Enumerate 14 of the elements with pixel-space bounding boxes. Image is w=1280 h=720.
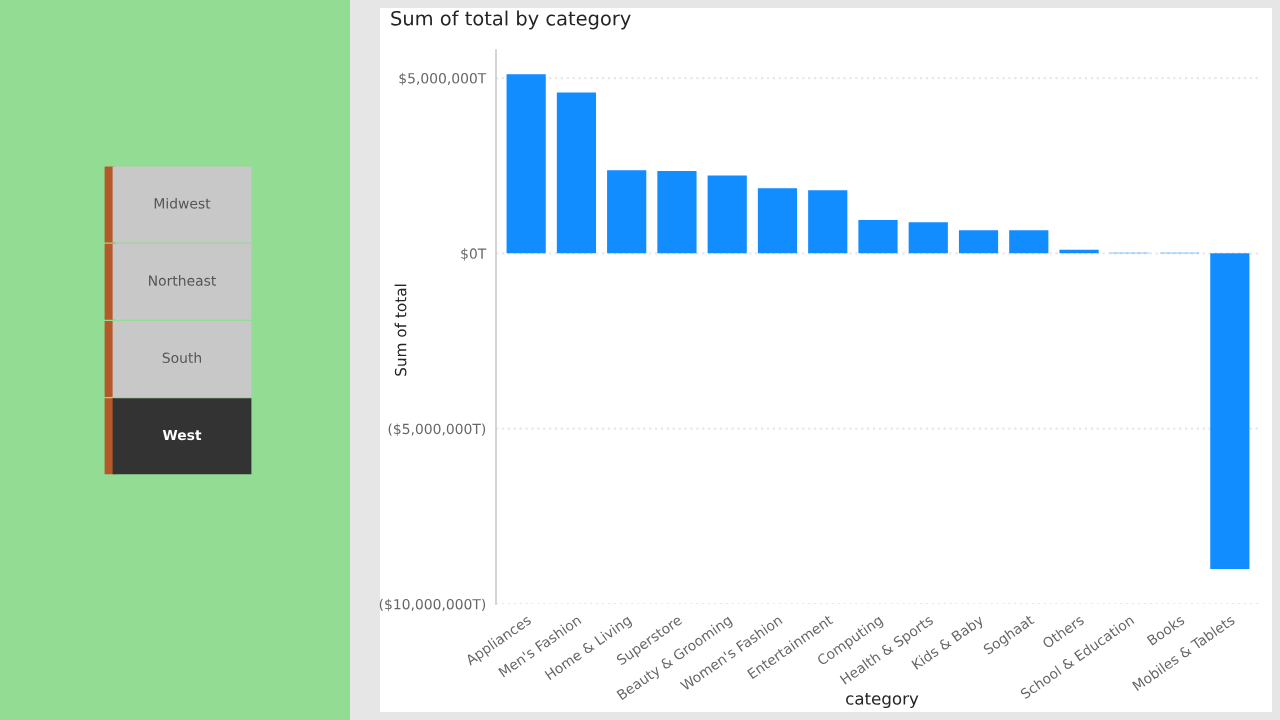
bar <box>908 222 948 254</box>
bar <box>707 175 747 254</box>
bar <box>607 170 647 254</box>
bar <box>808 190 848 254</box>
chart-title: Sum of total by category <box>391 10 631 30</box>
bar <box>556 92 597 254</box>
bar <box>657 170 697 254</box>
x-axis-title: category <box>846 692 919 709</box>
bar <box>1009 230 1049 254</box>
bar <box>506 74 546 254</box>
bar <box>1210 253 1250 569</box>
bar <box>757 188 798 254</box>
bar <box>858 220 898 254</box>
bar <box>958 230 999 254</box>
